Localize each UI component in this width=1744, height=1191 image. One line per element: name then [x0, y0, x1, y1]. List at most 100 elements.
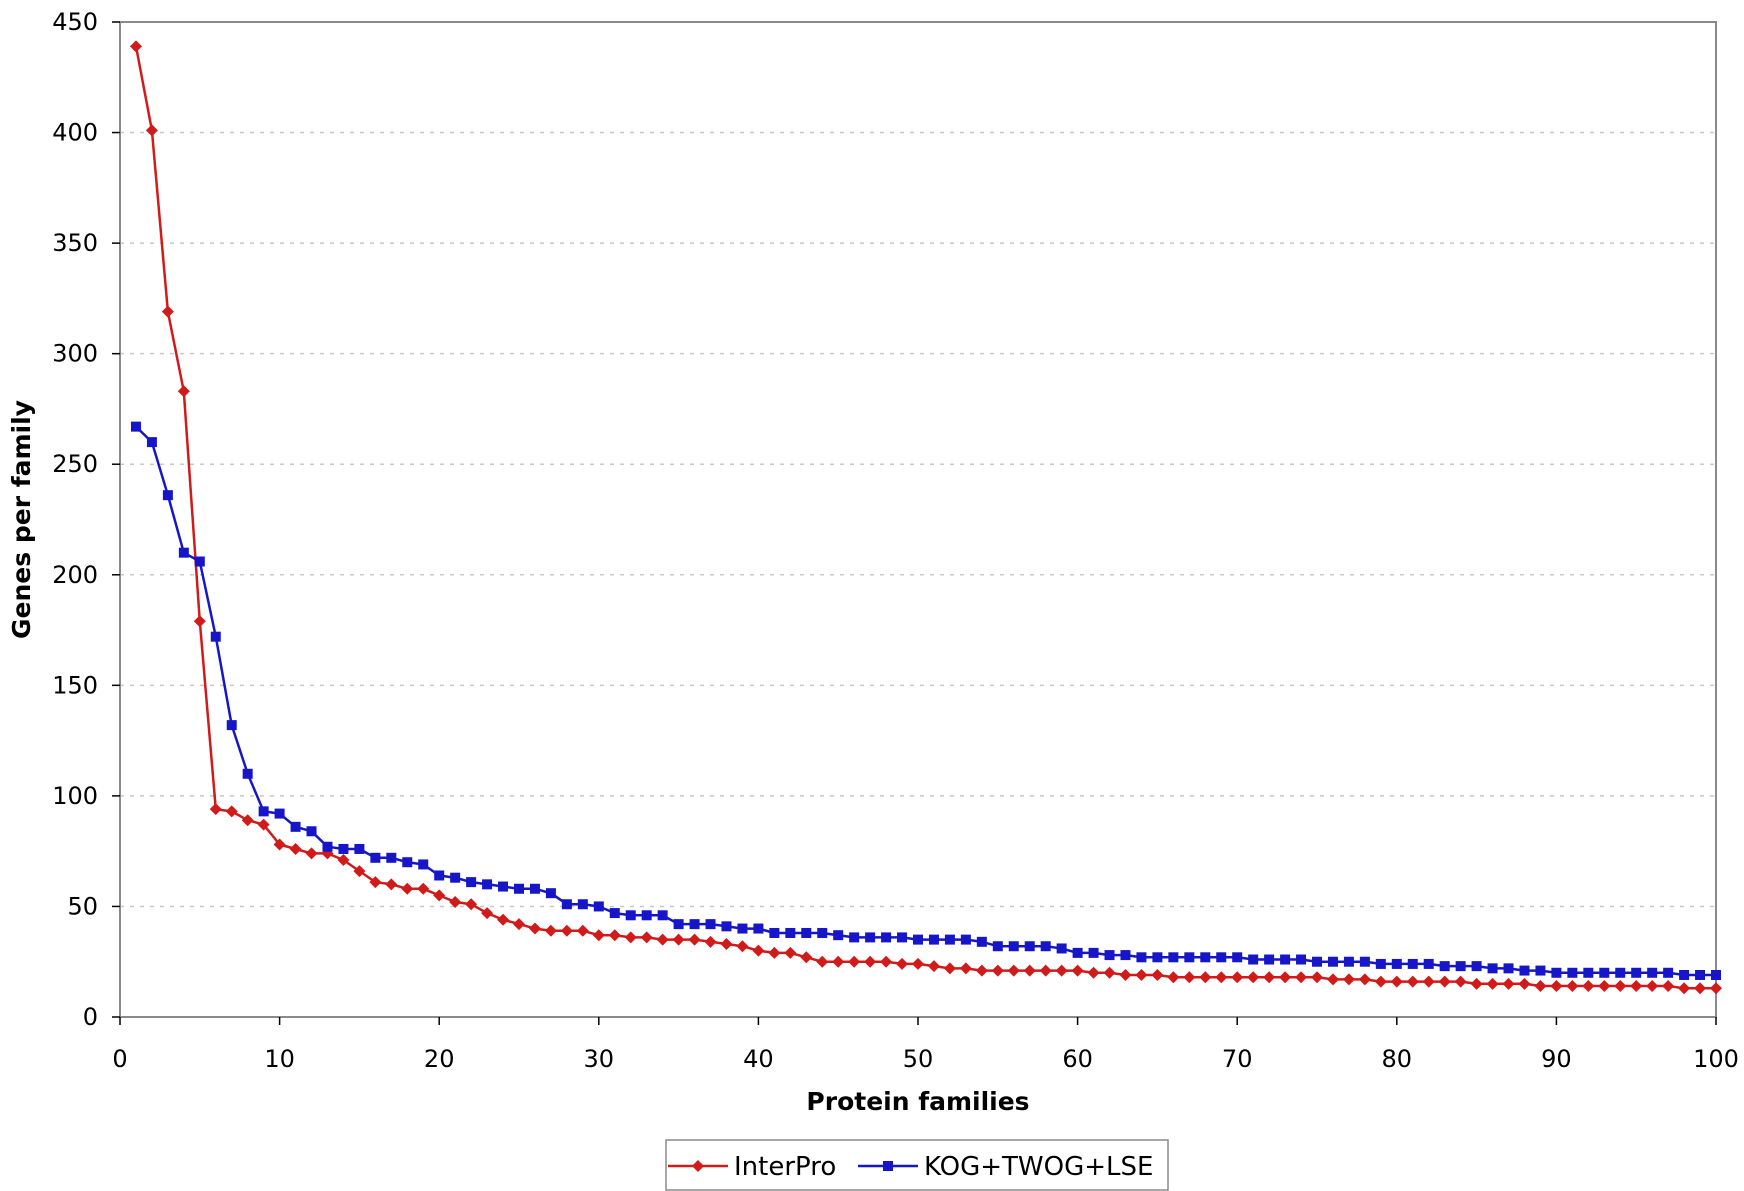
data-point: [640, 931, 653, 944]
data-point: [385, 878, 398, 891]
data-point: [1343, 956, 1354, 967]
data-point: [785, 927, 796, 938]
y-tick-label: 50: [67, 892, 98, 920]
data-point: [1663, 967, 1674, 978]
data-point: [1503, 963, 1514, 974]
data-point: [1119, 968, 1132, 981]
y-tick-label: 250: [52, 450, 98, 478]
x-tick-label: 100: [1693, 1045, 1739, 1073]
data-point: [1390, 975, 1403, 988]
data-point: [560, 924, 573, 937]
data-point: [1327, 956, 1338, 967]
data-point: [1391, 958, 1402, 969]
data-point: [1326, 973, 1339, 986]
data-point: [337, 854, 350, 867]
data-point: [1422, 975, 1435, 988]
legend-swatch-marker: [692, 1160, 704, 1172]
data-point: [145, 124, 158, 137]
data-point: [1184, 952, 1195, 963]
data-point: [705, 919, 716, 930]
data-point: [737, 923, 748, 934]
data-point: [944, 934, 955, 945]
data-point: [896, 957, 909, 970]
data-point: [1168, 952, 1179, 963]
data-point: [1694, 982, 1707, 995]
data-point: [498, 881, 509, 892]
data-point: [465, 898, 478, 911]
data-point: [880, 955, 893, 968]
data-point: [1296, 954, 1307, 965]
data-point: [1534, 980, 1547, 993]
data-point: [656, 933, 669, 946]
data-point: [1678, 982, 1691, 995]
data-point: [1023, 964, 1036, 977]
data-point: [1120, 950, 1131, 961]
data-point: [418, 859, 429, 870]
x-tick-label: 40: [743, 1045, 774, 1073]
data-point: [1311, 971, 1323, 984]
data-point: [1695, 969, 1706, 980]
y-tick-label: 400: [52, 119, 98, 147]
data-point: [577, 899, 588, 910]
data-point: [1615, 967, 1626, 978]
data-point: [1231, 971, 1244, 984]
data-point: [1551, 967, 1562, 978]
data-point: [1679, 969, 1690, 980]
data-point: [1550, 980, 1563, 993]
data-point: [193, 615, 206, 628]
data-point: [402, 857, 413, 868]
data-point: [1375, 958, 1386, 969]
data-point: [1151, 968, 1164, 981]
data-point: [881, 932, 892, 943]
data-point: [1280, 954, 1291, 965]
data-point: [1662, 980, 1675, 993]
legend-label: KOG+TWOG+LSE: [924, 1152, 1153, 1182]
data-point: [576, 924, 589, 937]
data-point: [273, 838, 286, 851]
data-point: [608, 929, 621, 942]
data-point: [864, 955, 877, 968]
data-point: [514, 883, 524, 894]
data-point: [1247, 971, 1260, 984]
data-point: [609, 908, 620, 919]
series-line: [135, 425, 1716, 977]
data-point: [817, 927, 828, 938]
data-point: [912, 957, 924, 970]
data-point: [241, 814, 254, 827]
data-point: [370, 852, 381, 863]
y-tick-label: 0: [83, 1003, 98, 1031]
data-point: [561, 899, 572, 910]
data-point: [1487, 963, 1498, 974]
y-tick-label: 300: [52, 340, 98, 368]
data-point: [1439, 961, 1450, 972]
data-point: [226, 720, 237, 731]
x-tick-label: 10: [264, 1045, 295, 1073]
x-tick-label: 0: [112, 1045, 127, 1073]
data-point: [289, 842, 302, 855]
data-point: [306, 826, 317, 837]
data-point: [274, 808, 285, 819]
data-point: [720, 938, 733, 951]
data-point: [1455, 961, 1466, 972]
data-point: [338, 843, 349, 854]
data-point: [1295, 971, 1308, 984]
legend-swatch-marker: [883, 1161, 893, 1171]
data-point: [434, 870, 445, 881]
data-point: [305, 847, 318, 860]
data-point: [752, 944, 765, 957]
data-point: [1007, 964, 1020, 977]
series-0: [129, 40, 1722, 995]
data-point: [1103, 966, 1116, 979]
data-point: [161, 305, 174, 318]
data-point: [1406, 975, 1419, 988]
data-point: [849, 932, 860, 943]
data-point: [513, 918, 525, 931]
data-point: [1535, 965, 1546, 976]
data-point: [897, 932, 908, 943]
data-point: [194, 556, 205, 567]
data-point: [529, 883, 540, 894]
data-point: [449, 896, 462, 909]
data-point: [992, 941, 1003, 952]
data-point: [625, 910, 636, 921]
data-point: [1710, 982, 1722, 995]
